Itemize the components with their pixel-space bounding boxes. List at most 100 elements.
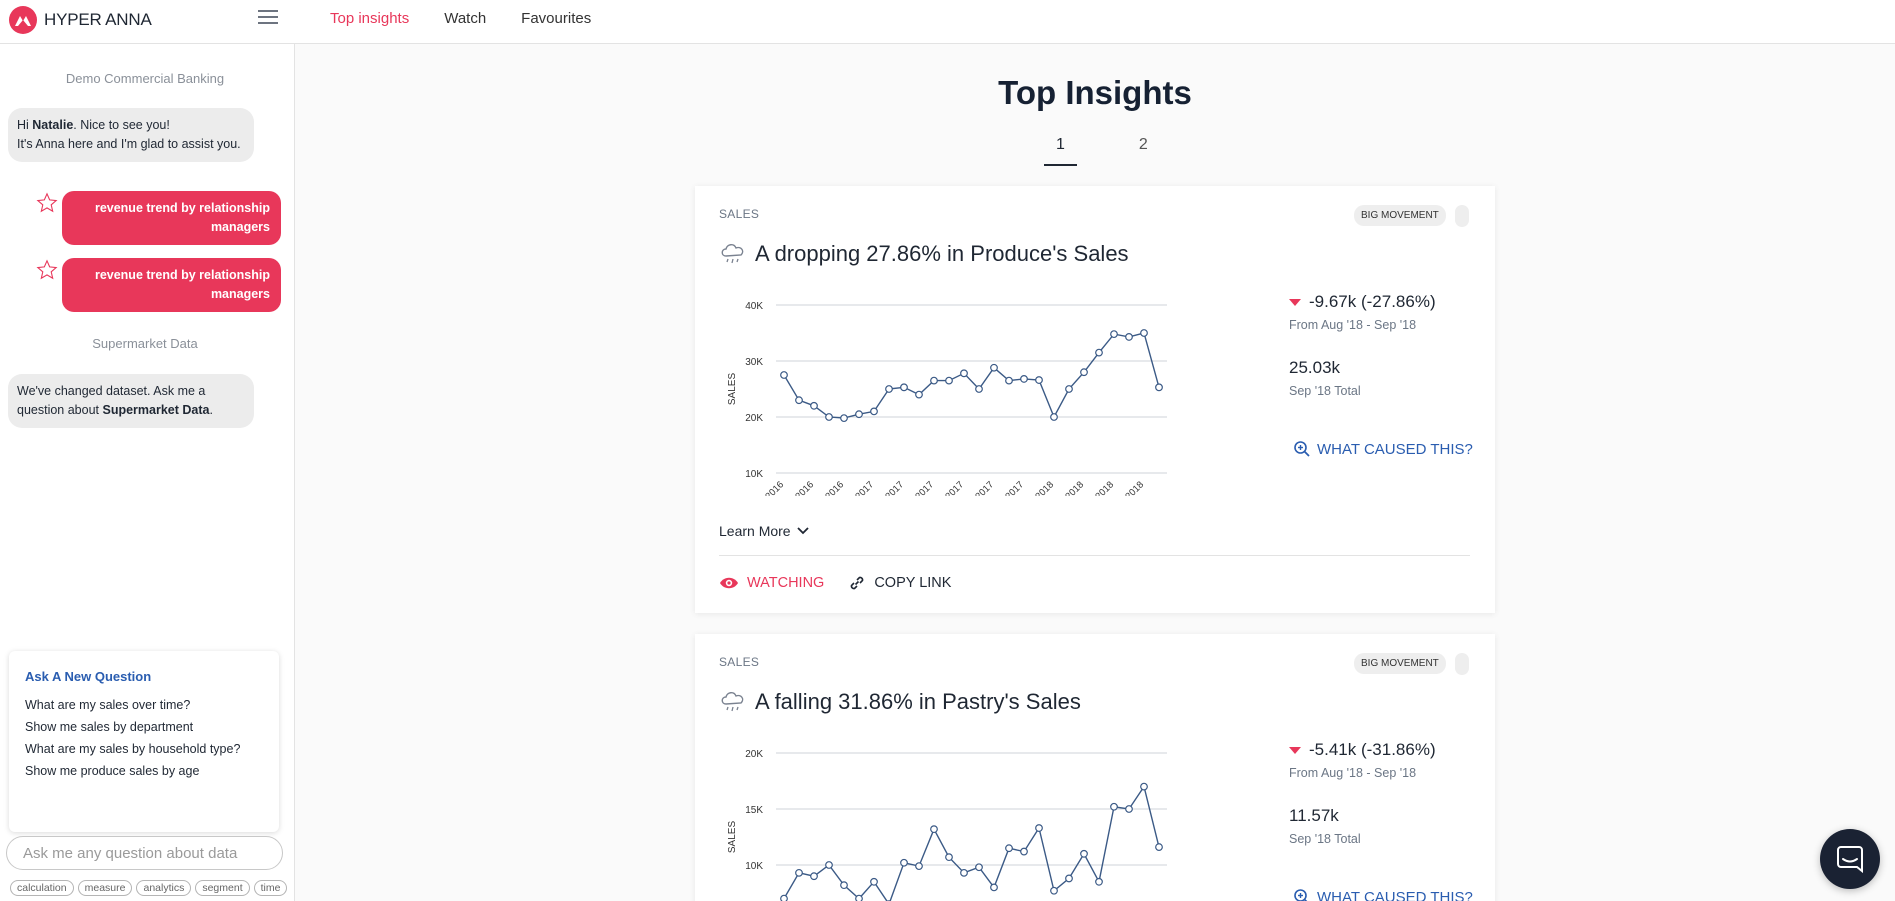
data-point <box>1005 844 1013 853</box>
tag-chip[interactable]: measure <box>77 880 133 896</box>
tag-chip[interactable]: segment <box>195 880 250 896</box>
ask-suggestions-card: Ask A New Question What are my sales ove… <box>9 651 279 832</box>
down-triangle-icon <box>1289 298 1301 306</box>
data-point <box>975 385 983 393</box>
tag-chip[interactable]: time <box>253 880 288 896</box>
x-tick-label: Apr 2018 <box>1051 479 1086 496</box>
data-point <box>1125 805 1133 813</box>
data-point <box>825 413 833 421</box>
card-actions: WATCHING COPY LINK <box>719 574 951 592</box>
data-point <box>1140 329 1148 337</box>
suggestion-item[interactable]: What are my sales over time? <box>25 698 191 712</box>
data-point <box>945 376 953 385</box>
data-point <box>870 407 878 416</box>
divider <box>719 555 1470 556</box>
series-line <box>783 332 1160 419</box>
tag-chip[interactable]: calculation <box>10 880 74 896</box>
data-point <box>1125 333 1133 341</box>
stats-panel: -5.41k (-31.86%) From Aug '18 - Sep '18 … <box>1289 740 1436 846</box>
suggestion-item[interactable]: Show me sales by department <box>25 720 194 734</box>
y-axis-label: SALES <box>727 821 738 854</box>
x-tick-label: Jun 2018 <box>1081 479 1116 496</box>
watching-button[interactable]: WATCHING <box>719 574 824 592</box>
chevron-down-icon <box>796 527 809 535</box>
page-1[interactable]: 1 <box>1044 136 1077 166</box>
data-point <box>930 825 938 834</box>
data-point <box>930 376 938 385</box>
logo[interactable]: HYPER ANNA <box>9 6 152 34</box>
total-value: 11.57k <box>1289 806 1339 825</box>
data-point <box>780 894 788 901</box>
eye-icon <box>720 577 738 589</box>
data-point <box>1050 413 1058 421</box>
data-point <box>1155 383 1163 392</box>
nav-top-insights[interactable]: Top insights <box>330 10 410 27</box>
data-point <box>900 383 908 392</box>
card-category: SALES <box>719 207 760 221</box>
data-point <box>1110 802 1118 811</box>
y-tick-label: 10K <box>745 469 763 480</box>
data-point <box>960 868 968 877</box>
data-point <box>855 410 863 419</box>
data-point <box>840 881 848 890</box>
suggestion-item[interactable]: What are my sales by household type? <box>25 742 241 756</box>
nav-watch[interactable]: Watch <box>444 10 487 27</box>
ask-title: Ask A New Question <box>25 669 152 684</box>
series-line <box>783 784 1160 901</box>
rain-cloud-icon <box>721 244 744 264</box>
keyword-tags: calculation measure analytics segment ti… <box>10 880 288 896</box>
data-point <box>990 363 998 372</box>
chat-sidebar: Demo Commercial Banking Hi Natalie. Nice… <box>0 44 295 901</box>
tag-chip[interactable]: analytics <box>136 880 192 896</box>
what-caused-this-link[interactable]: WHAT CAUSED THIS? <box>1293 888 1473 901</box>
y-tick-label: 20K <box>745 749 763 760</box>
data-point <box>1110 330 1118 339</box>
what-caused-this-link[interactable]: WHAT CAUSED THIS? <box>1293 440 1473 458</box>
insight-card: SALES BIG MOVEMENT A dropping 27.86% in … <box>695 186 1495 613</box>
data-point <box>945 853 953 862</box>
data-point <box>1065 385 1073 393</box>
menu-icon[interactable] <box>258 10 278 26</box>
data-point <box>1005 376 1013 385</box>
page-2[interactable]: 2 <box>1138 136 1148 153</box>
chat-icon <box>1837 846 1863 873</box>
sales-line-chart: 5K10K15K20KSALES <box>727 749 1167 901</box>
data-point <box>795 868 803 877</box>
data-point <box>1080 849 1088 858</box>
chat-launcher-button[interactable] <box>1820 829 1880 889</box>
y-tick-label: 30K <box>745 357 763 368</box>
user-message[interactable]: revenue trend by relationship managers <box>62 191 281 245</box>
total-label: Sep '18 Total <box>1289 384 1361 398</box>
status-badge: BIG MOVEMENT <box>1354 653 1446 674</box>
data-point <box>810 401 818 410</box>
data-point <box>825 861 833 869</box>
data-point <box>1035 376 1043 384</box>
insight-title: A dropping 27.86% in Produce's Sales <box>755 241 1129 266</box>
zoom-in-icon <box>1294 889 1308 901</box>
star-icon[interactable] <box>36 259 58 281</box>
suggestion-item[interactable]: Show me produce sales by age <box>25 764 200 778</box>
data-point <box>1095 348 1103 357</box>
status-badge: BIG MOVEMENT <box>1354 205 1446 226</box>
data-point <box>795 396 803 405</box>
badge-toggle[interactable] <box>1455 653 1469 675</box>
copy-link-button[interactable]: COPY LINK <box>848 574 951 592</box>
learn-more-toggle[interactable]: Learn More <box>719 523 809 539</box>
data-point <box>1080 368 1088 377</box>
total-label: Sep '18 Total <box>1289 832 1361 846</box>
nav-favourites[interactable]: Favourites <box>521 10 592 27</box>
user-message[interactable]: revenue trend by relationship managers <box>62 258 281 312</box>
data-point <box>1155 843 1163 851</box>
data-point <box>810 872 818 881</box>
badge-toggle[interactable] <box>1455 205 1469 227</box>
total-value: 25.03k <box>1289 358 1341 377</box>
delta-period: From Aug '18 - Sep '18 <box>1289 318 1417 332</box>
question-input[interactable] <box>6 836 283 870</box>
down-triangle-icon <box>1289 746 1301 754</box>
delta-value: -9.67k (-27.86%) <box>1309 292 1436 311</box>
x-tick-label: Aug 2016 <box>750 479 787 496</box>
bot-message: Hi Natalie. Nice to see you! It's Anna h… <box>8 108 254 162</box>
data-point <box>870 877 878 886</box>
data-point <box>840 414 848 423</box>
star-icon[interactable] <box>36 192 58 214</box>
